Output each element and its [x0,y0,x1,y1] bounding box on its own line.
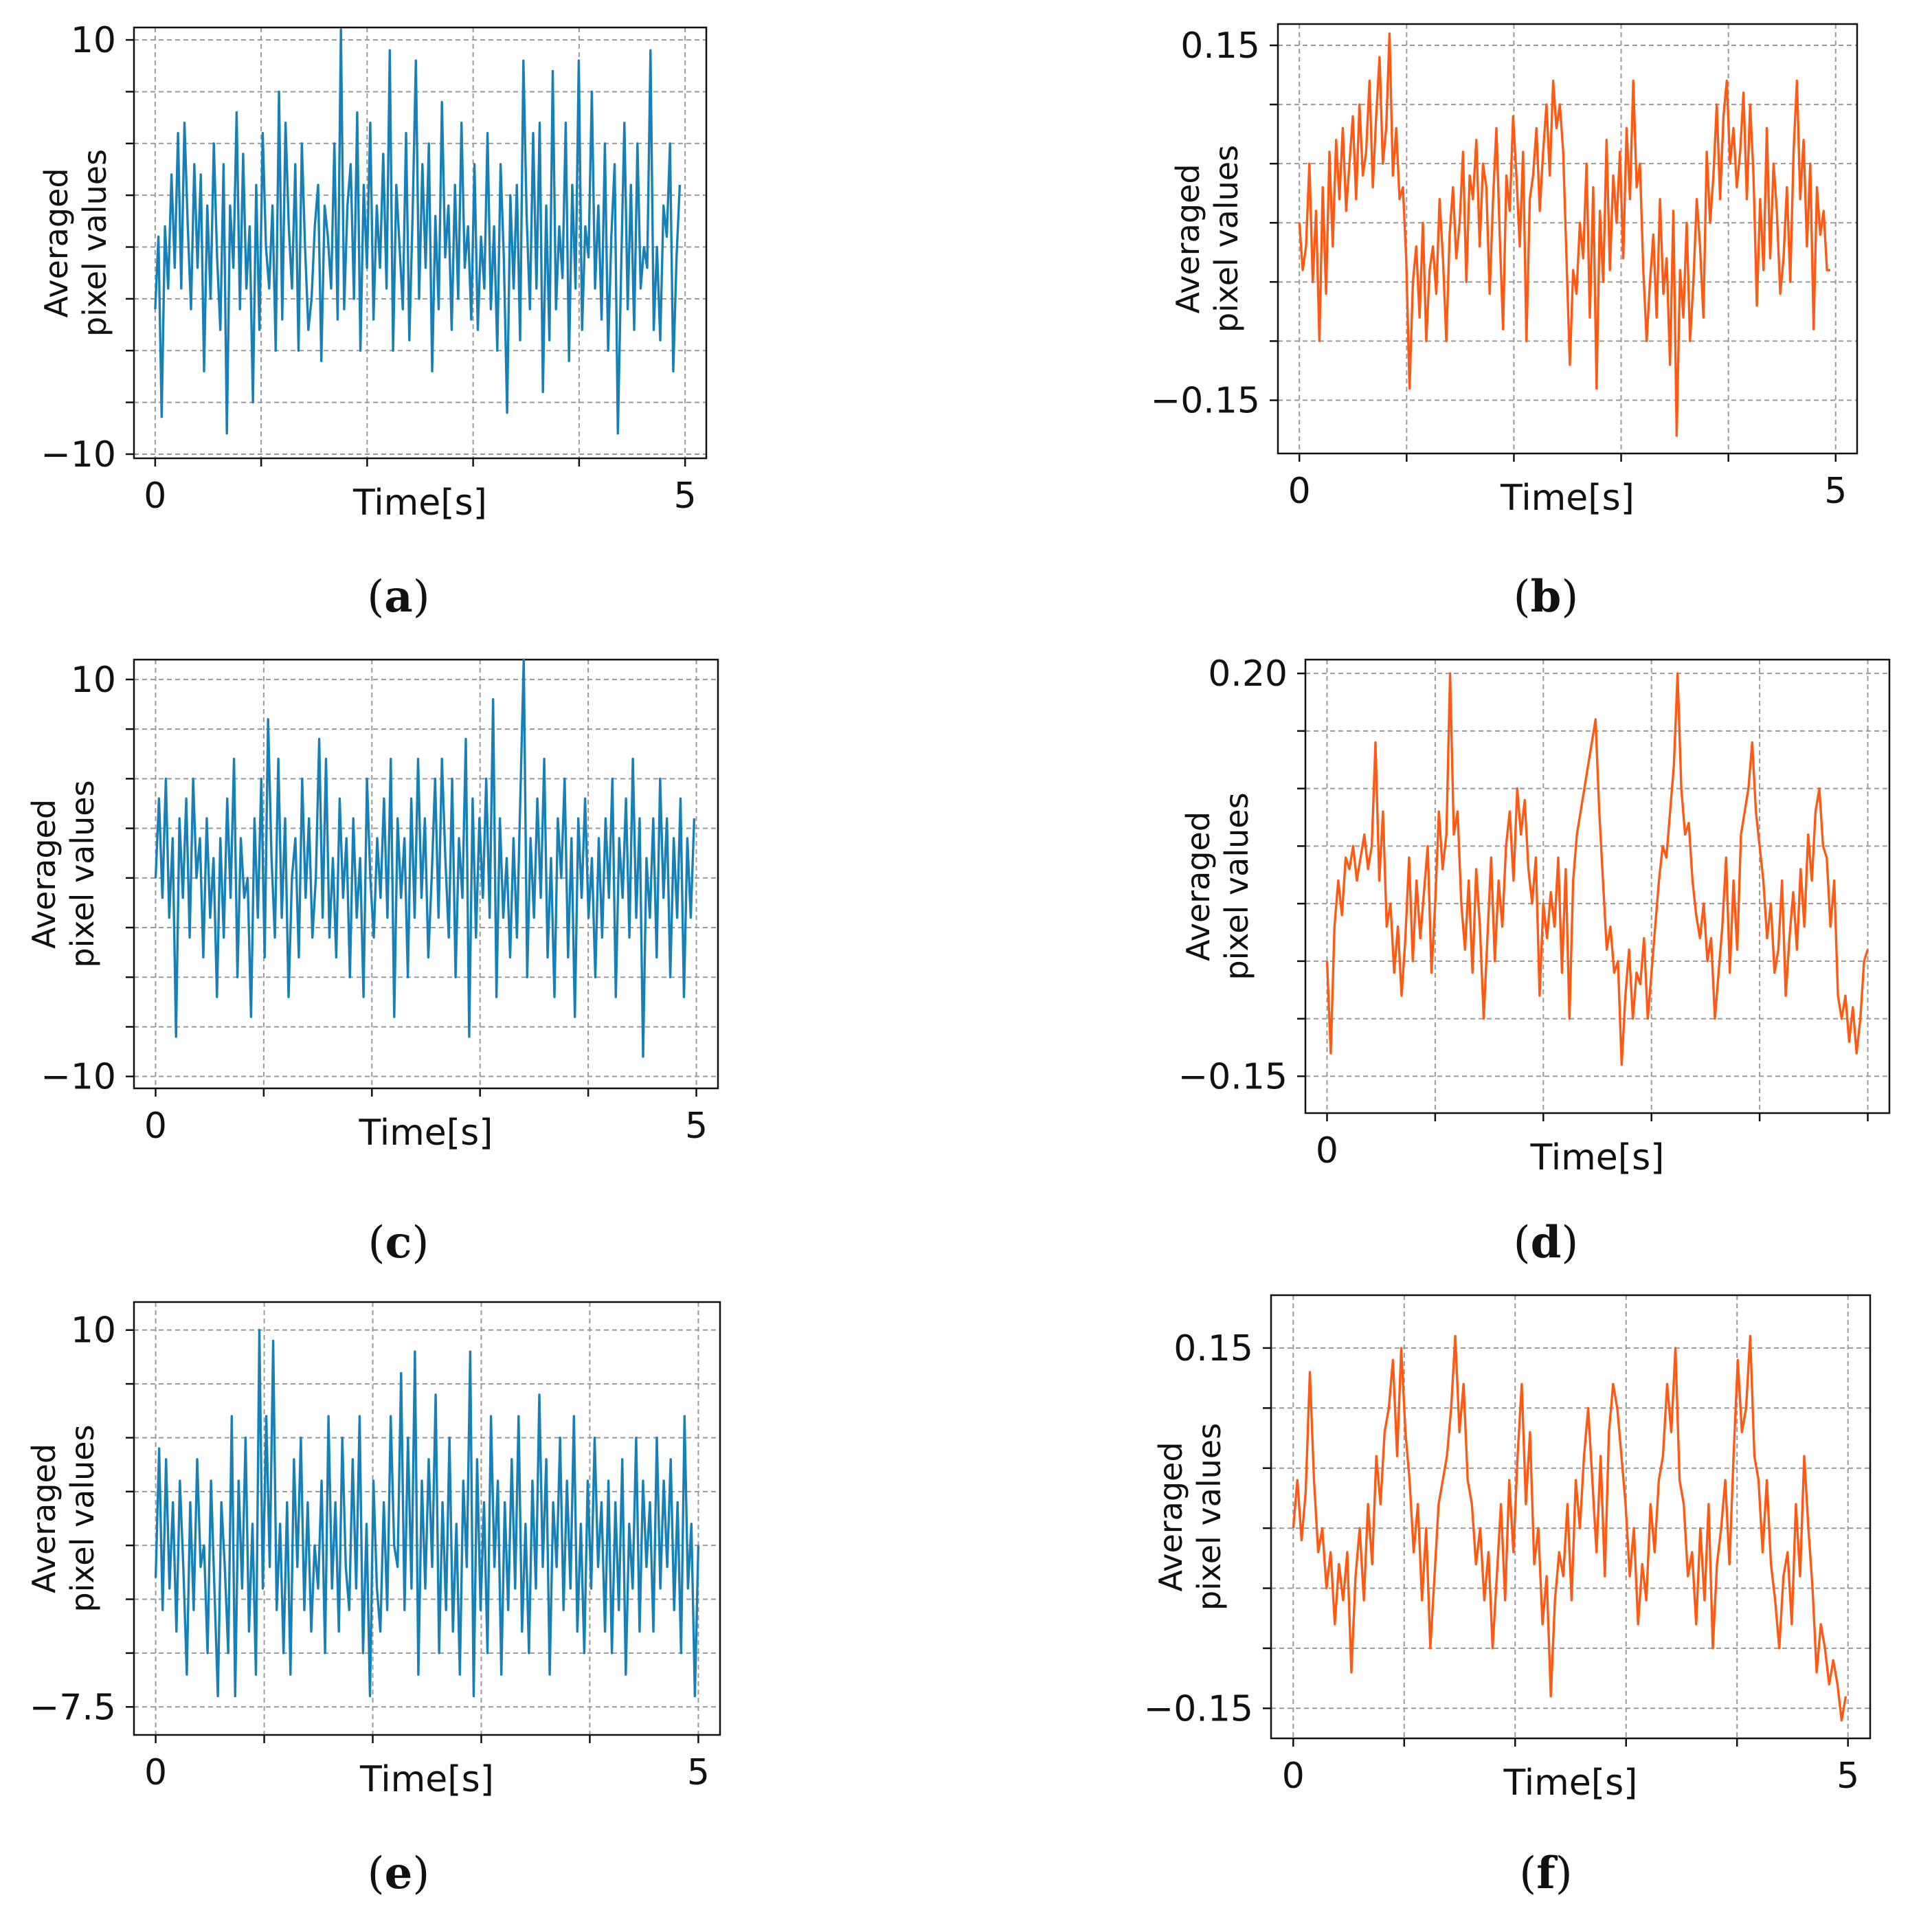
y-tick-label: −7.5 [30,1687,116,1728]
series-line-signal [154,28,682,435]
panel-label-open: ( [1514,1218,1531,1268]
panel-label-open: ( [1519,1848,1536,1899]
x-tick-label: 0 [144,475,166,517]
plot-frame [1304,658,1891,1114]
x-axis-label: Time[s] [352,482,487,524]
y-axis-label-line2: pixel values [64,1424,101,1612]
series-line-signal [154,1329,700,1698]
y-tick-label: 0.15 [1180,25,1260,67]
chart-panel-d: 0 0.20 −0.15 Time[s] Averagedpixel values (d) [1178,653,1891,1268]
y-tick-label: 0.15 [1173,1328,1253,1369]
y-tick-label: 10 [71,1310,116,1352]
panel-label-open: ( [367,572,384,623]
panel-label-e: (e) [368,1848,430,1899]
panel-label-d: (d) [1514,1217,1579,1268]
y-axis-label-line2: pixel values [1218,792,1255,980]
series-line-signal [1292,1334,1847,1722]
y-tick-label: 10 [71,660,116,701]
y-axis-label: Averagedpixel values [25,1424,101,1612]
y-axis-label: Averagedpixel values [1180,792,1255,980]
y-axis-label: Averagedpixel values [1169,145,1245,333]
panel-label-close: ) [413,572,430,623]
series-line-signal [1298,32,1830,437]
y-tick-label: −10 [41,434,116,475]
x-tick-label: 0 [1288,471,1311,512]
x-tick-label: 5 [685,1106,708,1147]
x-tick-label: 5 [1824,471,1847,512]
plot-frame [133,26,708,460]
x-tick-label: 5 [687,1752,710,1793]
y-axis-label-line2: pixel values [1208,145,1245,333]
y-axis-label-line1: Averaged [38,168,75,317]
x-axis-label: Time[s] [359,1112,493,1154]
panel-label-letter: f [1536,1848,1558,1899]
x-tick-label: 5 [1836,1756,1859,1797]
panel-label-close: ) [412,1218,429,1268]
x-axis-label: Time[s] [1500,478,1635,519]
chart-panel-e: 0 5 10 −7.5 Time[s] Averagedpixel values (e) [25,1301,721,1899]
x-axis-label: Time[s] [1503,1762,1638,1804]
panel-label-c: (c) [368,1217,429,1268]
panel-label-open: ( [368,1218,385,1268]
panel-label-close: ) [1561,572,1578,623]
y-axis-label: Averagedpixel values [25,780,101,967]
y-tick-label: −0.15 [1178,1056,1288,1097]
y-axis-label-line2: pixel values [1191,1423,1228,1611]
y-axis-label-line1: Averaged [1152,1442,1189,1591]
x-tick-label: 0 [144,1106,167,1147]
y-tick-label: −0.15 [1144,1688,1253,1729]
y-axis-label: Averagedpixel values [38,149,113,337]
x-tick-label: 0 [144,1752,167,1793]
y-tick-label: 10 [71,20,116,61]
plot-frame [1277,23,1858,455]
chart-panel-c: 0 5 10 −10 Time[s] Averagedpixel values (c) [25,658,719,1268]
y-tick-label: 0.20 [1208,653,1288,695]
x-tick-label: 0 [1316,1130,1338,1172]
x-axis-label: Time[s] [1530,1137,1665,1178]
panel-label-letter: d [1531,1217,1562,1268]
panel-label-close: ) [1555,1848,1573,1899]
panel-label-open: ( [368,1848,385,1899]
panel-label-f: (f) [1519,1848,1572,1899]
y-axis-label-line2: pixel values [76,149,113,337]
y-tick-label: −10 [41,1057,116,1098]
panel-label-open: ( [1514,572,1531,623]
y-axis-label-line1: Averaged [1180,811,1217,961]
panel-label-b: (b) [1514,571,1579,623]
plot-frame [1270,1294,1872,1740]
panel-label-letter: a [384,571,412,623]
panel-label-close: ) [1561,1218,1578,1268]
x-axis-label: Time[s] [359,1759,494,1800]
plot-frame [133,1301,721,1736]
x-tick-label: 5 [674,475,697,517]
chart-panel-a: 0 5 10 −10 Time[s] Averagedpixel values (a) [38,20,708,623]
plot-frame [133,658,719,1090]
panel-label-letter: e [385,1848,413,1899]
y-axis-label-line1: Averaged [25,799,63,949]
series-line-signal [154,658,696,1058]
panel-label-letter: c [385,1217,412,1268]
panel-label-close: ) [412,1848,429,1899]
y-axis-label-line2: pixel values [64,780,101,967]
series-line-signal [1325,672,1869,1066]
y-axis-label: Averagedpixel values [1152,1423,1228,1611]
y-tick-label: −0.15 [1151,381,1260,422]
panel-label-letter: b [1531,571,1562,623]
panel-label-a: (a) [367,571,429,623]
y-axis-label-line1: Averaged [1169,164,1206,313]
chart-panel-f: 0 5 0.15 −0.15 Time[s] Averagedpixel values (f… [1144,1294,1872,1899]
x-tick-label: 0 [1282,1756,1305,1797]
chart-panel-b: 0 5 0.15 −0.15 Time[s] Averagedpixel values (b… [1151,23,1858,623]
y-axis-label-line1: Averaged [25,1444,63,1593]
